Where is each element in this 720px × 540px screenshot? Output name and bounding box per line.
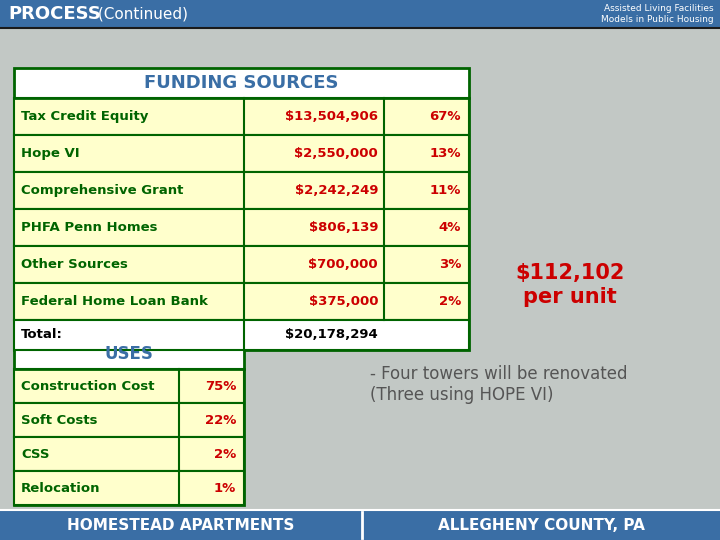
Text: USES: USES: [104, 345, 153, 363]
Bar: [0, 0, 720, 28]
Bar: [14, 135, 469, 172]
Text: 3%: 3%: [438, 258, 461, 271]
Bar: [14, 339, 244, 505]
Bar: [14, 246, 469, 283]
Text: (Continued): (Continued): [93, 6, 188, 22]
Text: $13,504,906: $13,504,906: [285, 110, 378, 123]
Text: $112,102
per unit: $112,102 per unit: [516, 264, 625, 307]
Text: Hope VI: Hope VI: [21, 147, 80, 160]
Text: $2,242,249: $2,242,249: [294, 184, 378, 197]
Text: Comprehensive Grant: Comprehensive Grant: [21, 184, 184, 197]
Text: 13%: 13%: [430, 147, 461, 160]
Text: Soft Costs: Soft Costs: [21, 414, 97, 427]
Text: 1%: 1%: [214, 482, 236, 495]
Bar: [14, 437, 244, 471]
Text: $700,000: $700,000: [308, 258, 378, 271]
Text: 22%: 22%: [204, 414, 236, 427]
Bar: [14, 68, 469, 350]
Text: 67%: 67%: [430, 110, 461, 123]
Text: 11%: 11%: [430, 184, 461, 197]
Text: Federal Home Loan Bank: Federal Home Loan Bank: [21, 295, 208, 308]
Text: Other Sources: Other Sources: [21, 258, 128, 271]
Bar: [14, 172, 469, 209]
Text: Construction Cost: Construction Cost: [21, 380, 155, 393]
Text: PROCESS: PROCESS: [8, 5, 101, 23]
Text: Total:: Total:: [21, 328, 63, 341]
Text: HOMESTEAD APARTMENTS: HOMESTEAD APARTMENTS: [67, 517, 294, 532]
Text: Tax Credit Equity: Tax Credit Equity: [21, 110, 148, 123]
Text: $20,178,294: $20,178,294: [285, 328, 378, 341]
Text: Relocation: Relocation: [21, 482, 101, 495]
Text: 75%: 75%: [204, 380, 236, 393]
Text: 2%: 2%: [214, 448, 236, 461]
Text: $2,550,000: $2,550,000: [294, 147, 378, 160]
Bar: [0, 28, 720, 510]
Bar: [14, 471, 244, 505]
Text: $375,000: $375,000: [308, 295, 378, 308]
Text: 2%: 2%: [438, 295, 461, 308]
Bar: [14, 369, 244, 403]
Text: $806,139: $806,139: [308, 221, 378, 234]
Text: 4%: 4%: [438, 221, 461, 234]
Bar: [14, 209, 469, 246]
Text: ALLEGHENY COUNTY, PA: ALLEGHENY COUNTY, PA: [438, 517, 644, 532]
Text: - Four towers will be renovated
(Three using HOPE VI): - Four towers will be renovated (Three u…: [370, 365, 628, 404]
Bar: [14, 98, 469, 135]
Text: CSS: CSS: [21, 448, 50, 461]
Text: Models in Public Housing: Models in Public Housing: [601, 15, 714, 24]
Text: Assisted Living Facilities: Assisted Living Facilities: [604, 4, 714, 13]
Bar: [0, 510, 720, 540]
Text: PHFA Penn Homes: PHFA Penn Homes: [21, 221, 158, 234]
Bar: [14, 403, 244, 437]
Bar: [14, 283, 469, 320]
Text: FUNDING SOURCES: FUNDING SOURCES: [144, 74, 338, 92]
Bar: [14, 320, 469, 350]
